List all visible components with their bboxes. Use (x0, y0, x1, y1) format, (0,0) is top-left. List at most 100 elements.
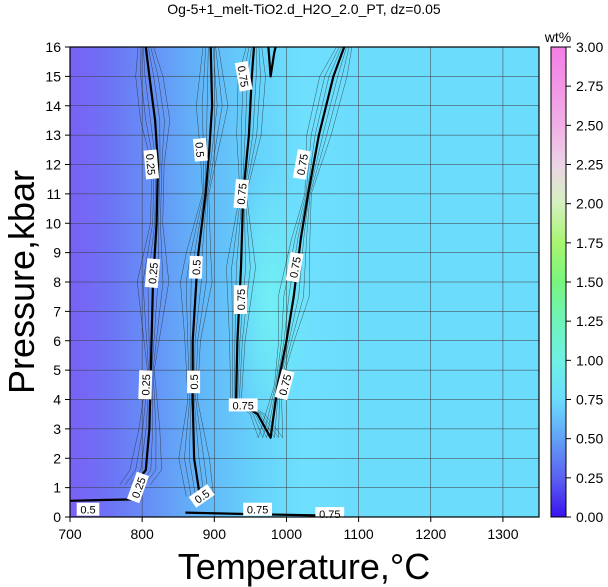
fine-contour-line (242, 46, 350, 439)
colorbar-ticks: 0.00 0.25 0.50 0.75 1.00 1.25 1.50 1.75 2.00 2.25… (566, 39, 603, 525)
contour-label-text: 0.75 (232, 400, 253, 412)
y-tick-label: 14 (45, 98, 61, 114)
x-tick-label: 900 (203, 526, 227, 542)
contour-label-text: 0.75 (277, 373, 294, 397)
fine-contour-line (241, 46, 347, 439)
contour-line-0-5 (69, 498, 135, 502)
contour-label-box (228, 398, 258, 412)
fine-contour-line (178, 46, 204, 497)
contour-label: 0.75 (285, 251, 304, 283)
contour-label-text: 0.5 (192, 142, 205, 158)
colorbar-title: wt% (544, 29, 571, 45)
contour-label-text: 0.5 (191, 259, 204, 275)
contour-label: 0.25 (143, 149, 160, 180)
fine-contour-line (119, 46, 153, 485)
contour-line-0-75 (238, 46, 346, 439)
contour-label: 0.75 (234, 285, 248, 315)
contour-label-box (234, 285, 247, 315)
contour-label-text: 0.5 (80, 505, 95, 517)
y-tick-label: 3 (53, 421, 61, 437)
colorbar-tick-label: 2.00 (576, 196, 603, 212)
contour-label-text: 0.25 (143, 153, 157, 175)
fine-contour-line (195, 46, 223, 497)
y-tick-label: 4 (53, 392, 61, 408)
contour-label-text: 0.75 (236, 183, 250, 205)
contour-line-0-75 (267, 46, 277, 78)
colorbar-tick-label: 0.25 (576, 470, 603, 486)
y-tick-label: 6 (53, 333, 61, 349)
x-axis-ticks: 700 800 900 1000 1100 1200 1300 (58, 517, 519, 542)
contour-label-text: 0.75 (236, 289, 248, 310)
colorbar-tick-label: 3.00 (576, 39, 603, 55)
colorbar-tick-label: 2.75 (576, 78, 603, 94)
y-tick-label: 8 (53, 274, 61, 290)
contour-label: 0.25 (144, 258, 161, 289)
fine-contour-line (244, 46, 353, 439)
y-tick-label: 5 (53, 362, 61, 378)
contour-label-box (144, 258, 161, 289)
fine-contour-line (184, 46, 207, 497)
y-tick-label: 1 (53, 480, 61, 496)
fine-contours (119, 46, 353, 497)
contour-label-text: 0.75 (234, 65, 250, 88)
contour-label: 0.75 (274, 369, 295, 401)
contour-label-text: 0.5 (189, 374, 201, 389)
contour-label-text: 0.75 (288, 256, 304, 279)
y-tick-label: 7 (53, 303, 61, 319)
contour-label: 0.5 (192, 137, 208, 162)
colorbar-tick-label: 1.25 (576, 313, 603, 329)
contour-label-box (292, 149, 311, 180)
contour-label-text: 0.75 (296, 153, 312, 176)
plot-area: 0.250.250.250.250.50.50.50.50.50.750.750… (69, 46, 540, 521)
contour-label: 0.75 (243, 502, 272, 517)
colorbar-ramp (550, 46, 567, 518)
y-tick-label: 15 (45, 68, 61, 84)
contour-label: 0.75 (233, 178, 250, 209)
fine-contour-line (129, 46, 157, 485)
contour-labels: 0.250.250.250.250.50.50.50.50.50.750.750… (76, 61, 345, 521)
x-tick-label: 1200 (415, 526, 446, 542)
y-tick-label: 10 (45, 215, 61, 231)
contour-label-text: 0.75 (319, 509, 340, 521)
colorbar-tick-label: 0.50 (576, 431, 603, 447)
contour-label-box (126, 471, 150, 504)
contour-label-box (138, 370, 153, 400)
contour-label-box (187, 370, 201, 394)
contour-label-text: 0.25 (147, 262, 161, 284)
colorbar: wt% 0.00 0.25 0.50 0.75 1.00 1.25 1.50 1.75 2.00… (544, 29, 604, 525)
x-tick-label: 1300 (487, 526, 518, 542)
contour-label-text: 0.25 (140, 374, 153, 396)
contour-label-box (274, 369, 295, 401)
contour-label-text: 0.75 (247, 505, 268, 517)
contour-line-0-25 (134, 46, 160, 486)
y-tick-label: 16 (45, 39, 61, 55)
contour-label: 0.75 (234, 61, 253, 92)
fine-contour-line (125, 46, 155, 485)
colorbar-tick-label: 0.00 (576, 509, 603, 525)
fine-contour-line (144, 46, 165, 485)
colorbar-tick-label: 1.75 (576, 235, 603, 251)
y-tick-label: 11 (46, 186, 61, 202)
y-tick-label: 0 (53, 509, 61, 525)
contour-label-box (76, 502, 100, 516)
y-tick-label: 9 (53, 245, 61, 261)
contour-label-box (243, 502, 272, 516)
chart-title: Og-5+1_melt-TiO2.d_H2O_2.0_PT, dz=0.05 (167, 1, 441, 17)
colorbar-tick-label: 0.75 (576, 392, 603, 408)
fine-contour-line (234, 46, 337, 439)
y-tick-label: 12 (45, 157, 61, 173)
contour-label-box (188, 255, 203, 279)
fine-contour-line (197, 46, 229, 497)
contour-label-box (233, 178, 249, 209)
contour-label: 0.5 (76, 502, 100, 517)
contour-label: 0.75 (315, 507, 345, 521)
colorbar-tick-label: 1.00 (576, 352, 603, 368)
contour-label: 0.75 (292, 149, 312, 180)
contour-label-box (188, 484, 215, 508)
y-tick-label: 13 (45, 127, 61, 143)
colorbar-tick-label: 2.50 (576, 117, 603, 133)
x-tick-label: 800 (130, 526, 154, 542)
contour-label-box (143, 149, 160, 180)
